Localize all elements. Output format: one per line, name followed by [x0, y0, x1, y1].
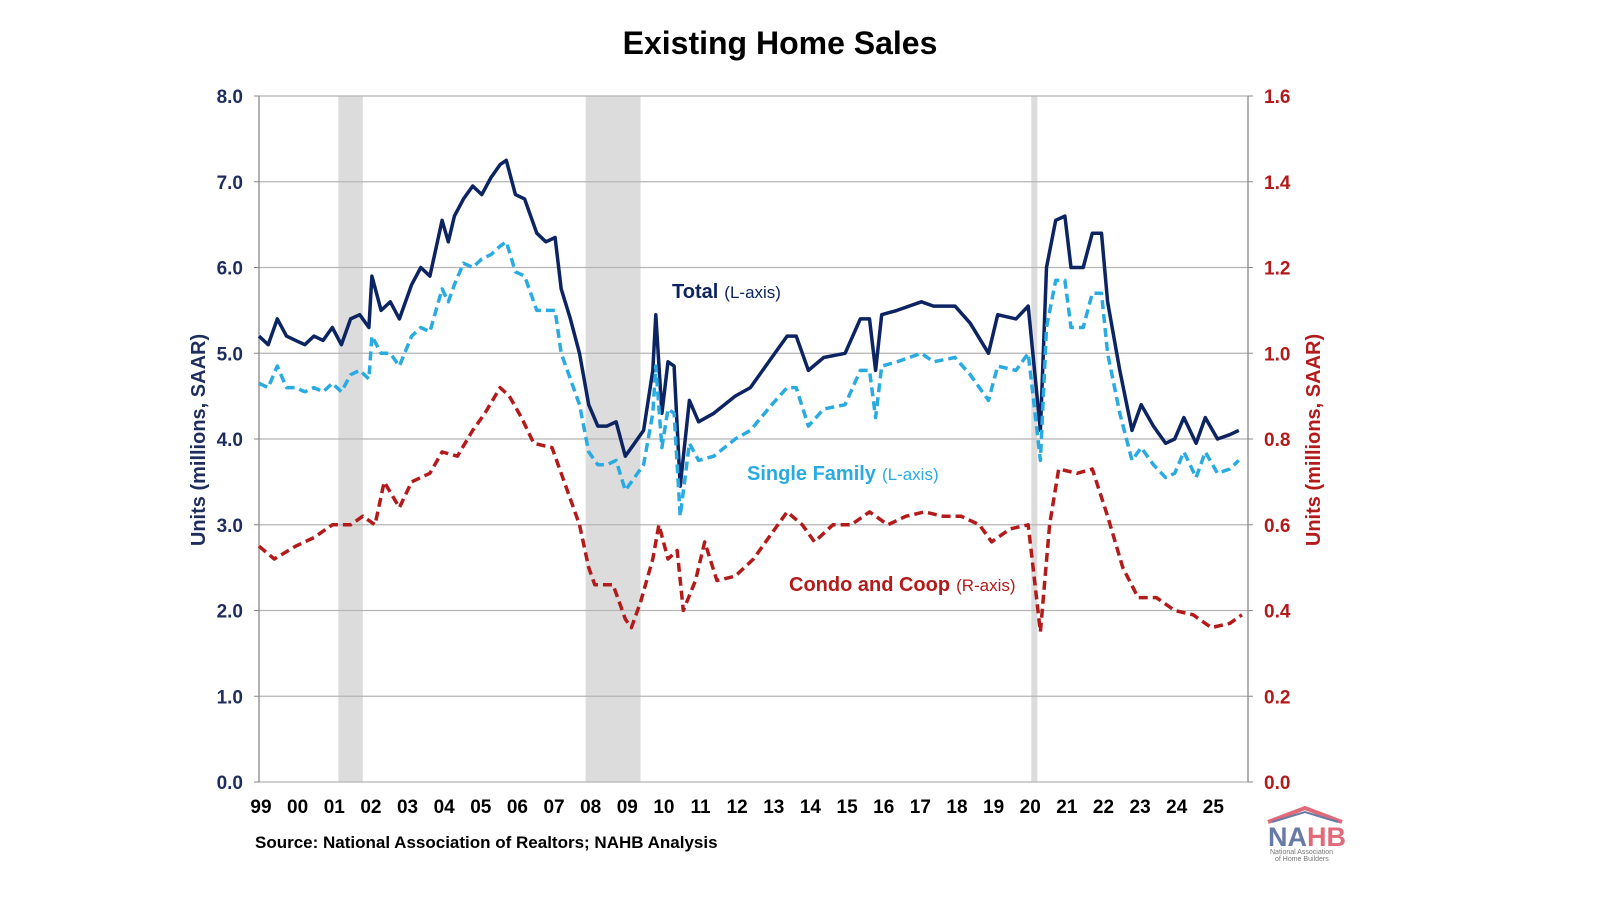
x-tick-label: 15 [837, 797, 859, 818]
x-tick-label: 24 [1166, 797, 1188, 818]
x-tick-label: 14 [800, 797, 822, 818]
y-tick-label-left: 5.0 [217, 344, 243, 365]
x-tick-label: 05 [470, 797, 492, 818]
y-tick-label-left: 2.0 [217, 602, 243, 623]
x-tick-label: 12 [727, 797, 748, 818]
y-tick-label-left: 0.0 [217, 773, 243, 794]
y-tick-label-left: 8.0 [217, 87, 243, 108]
x-tick-label: 22 [1093, 797, 1114, 818]
legend-label-single-family: Single Family (L-axis) [747, 463, 939, 485]
x-tick-label: 17 [910, 797, 931, 818]
nahb-logo: NAHB National Association of Home Builde… [1267, 805, 1346, 863]
y-tick-label-left: 7.0 [217, 173, 243, 194]
axis-ticks: 0.0 0.0 1.0 0.2 2.0 0.4 3.0 0.6 4.0 0.8 5.0 1.0 6.0 1… [217, 87, 1291, 818]
y-tick-label-right: 0.0 [1264, 773, 1290, 794]
legend-label-condo: Condo and Coop (R-axis) [789, 574, 1016, 596]
x-tick-label: 16 [873, 797, 894, 818]
x-tick-label: 08 [580, 797, 601, 818]
x-tick-label: 25 [1203, 797, 1225, 818]
chart-title: Existing Home Sales [623, 25, 938, 61]
series-line-single-family [258, 240, 1241, 518]
x-tick-label: 10 [653, 797, 674, 818]
source-note: Source: National Association of Realtors… [255, 833, 718, 852]
y-tick-label-right: 1.0 [1264, 344, 1290, 365]
y-tick-label-right: 1.6 [1264, 87, 1290, 108]
series-lines [257, 158, 1243, 634]
y-tick-label-right: 0.4 [1264, 602, 1291, 623]
x-tick-label: 06 [507, 797, 528, 818]
legend-condo-note: (R-axis) [956, 576, 1016, 595]
x-tick-label: 02 [360, 797, 381, 818]
y-tick-label-left: 4.0 [217, 430, 243, 451]
y-axis-label-right: Units (millions, SAAR) [1303, 334, 1325, 546]
y-tick-label-left: 1.0 [217, 687, 243, 708]
x-tick-label: 09 [617, 797, 638, 818]
x-tick-label: 04 [434, 797, 456, 818]
x-tick-label: 21 [1056, 797, 1078, 818]
y-tick-label-right: 0.2 [1264, 687, 1290, 708]
legend-sf-note: (L-axis) [882, 465, 939, 484]
x-tick-label: 01 [324, 797, 346, 818]
x-tick-label: 20 [1020, 797, 1041, 818]
x-tick-label: 19 [983, 797, 1004, 818]
x-tick-label: 11 [691, 797, 712, 818]
legend-total-note: (L-axis) [724, 283, 781, 302]
y-tick-label-right: 0.8 [1264, 430, 1290, 451]
y-tick-label-left: 3.0 [217, 516, 243, 537]
y-axis-label-left: Units (millions, SAAR) [188, 334, 210, 546]
svg-text:National Association: National Association [1270, 849, 1333, 856]
legend-sf-name: Single Family [747, 463, 877, 485]
svg-text:NAHB: NAHB [1268, 822, 1346, 852]
series-line-condo-and-coop [257, 385, 1243, 634]
x-tick-label: 18 [946, 797, 967, 818]
legend-label-total: Total (L-axis) [672, 281, 781, 303]
legend-total-name: Total [672, 281, 718, 303]
series-line-total [257, 158, 1240, 488]
gridlines [259, 95, 1248, 783]
legend-condo-name: Condo and Coop [789, 574, 950, 596]
y-tick-label-right: 0.6 [1264, 516, 1290, 537]
x-tick-label: 13 [763, 797, 784, 818]
x-tick-label: 99 [250, 797, 271, 818]
x-tick-label: 00 [287, 797, 308, 818]
y-tick-label-right: 1.2 [1264, 259, 1290, 280]
y-tick-label-right: 1.4 [1264, 173, 1291, 194]
x-tick-label: 07 [543, 797, 564, 818]
x-tick-label: 03 [397, 797, 418, 818]
svg-text:of Home Builders: of Home Builders [1275, 856, 1329, 863]
x-tick-label: 23 [1130, 797, 1151, 818]
y-tick-label-left: 6.0 [217, 259, 243, 280]
